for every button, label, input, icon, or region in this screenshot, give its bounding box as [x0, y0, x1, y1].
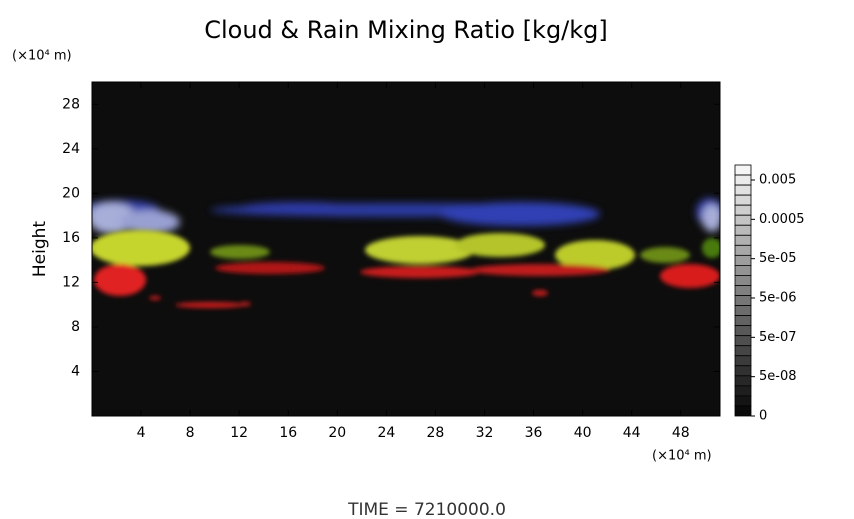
x-tick-label: 44: [623, 425, 641, 441]
colorbar-box: [734, 275, 752, 286]
colorbar-box: [734, 355, 752, 367]
colorbar-box: [734, 335, 752, 347]
colorbar-label: 5e-05: [759, 251, 797, 266]
colorbar-box: [734, 244, 752, 256]
colorbar-box: [734, 234, 752, 246]
colorbar-label: 0.005: [759, 173, 796, 188]
x-tick-label: 8: [186, 425, 195, 441]
colorbar-box: [734, 375, 752, 387]
y-tick-label: 28: [62, 96, 80, 112]
colorbar-box: [734, 204, 752, 216]
y-tick-label: 4: [71, 363, 80, 379]
colorbar-box: [734, 405, 752, 417]
colorbar-label: 0: [759, 409, 767, 424]
colorbar-box: [734, 305, 752, 316]
colorbar-box: [734, 214, 752, 226]
x-tick-label: 20: [328, 425, 346, 441]
x-tick-label: 48: [672, 425, 690, 441]
colorbar-box: [734, 365, 752, 377]
y-tick-label: 12: [62, 274, 80, 290]
colorbar-box: [734, 285, 752, 296]
colorbar-box: [734, 194, 752, 206]
colorbar-box: [734, 184, 752, 196]
y-unit-label: (×10⁴ m): [12, 49, 72, 64]
colorbar-box: [734, 345, 752, 357]
colorbar-box: [734, 264, 752, 276]
x-tick-label: 24: [377, 425, 395, 441]
y-tick-label: 16: [62, 230, 80, 246]
x-tick-label: 12: [230, 425, 248, 441]
plot-frame: [91, 81, 721, 417]
x-unit-label: (×10⁴ m): [652, 449, 712, 464]
x-tick-label: 28: [427, 425, 445, 441]
colorbar-box: [734, 315, 752, 327]
y-tick-label: 8: [71, 319, 80, 335]
colorbar-box: [734, 385, 752, 397]
colorbar-box: [734, 325, 752, 337]
colorbar-box: [734, 164, 752, 176]
field-image: [92, 198, 720, 308]
colorbar-box: [734, 395, 752, 407]
y-tick-label: 24: [62, 141, 80, 157]
colorbar-box: [734, 254, 752, 266]
x-tick-label: 4: [137, 425, 146, 441]
colorbar-box: [734, 224, 752, 236]
colorbar-label: 0.0005: [759, 212, 805, 227]
x-tick-label: 16: [279, 425, 297, 441]
x-tick-label: 36: [525, 425, 543, 441]
colorbar-box: [734, 295, 752, 306]
chart-title: Cloud & Rain Mixing Ratio [kg/kg]: [204, 16, 608, 44]
colorbar-label: 5e-08: [759, 369, 797, 384]
y-tick-label: 20: [62, 185, 80, 201]
x-tick-label: 32: [476, 425, 494, 441]
x-tick-label: 40: [574, 425, 592, 441]
y-axis-label: Height: [30, 221, 50, 278]
colorbar: 0.005 0.0005 5e-05 5e-06 5e-07 5e-08 0: [734, 164, 805, 424]
colorbar-label: 5e-07: [759, 330, 797, 345]
colorbar-box: [734, 174, 752, 186]
footer: TIME = 7210000.0: [347, 500, 506, 519]
colorbar-label: 5e-06: [759, 291, 797, 306]
